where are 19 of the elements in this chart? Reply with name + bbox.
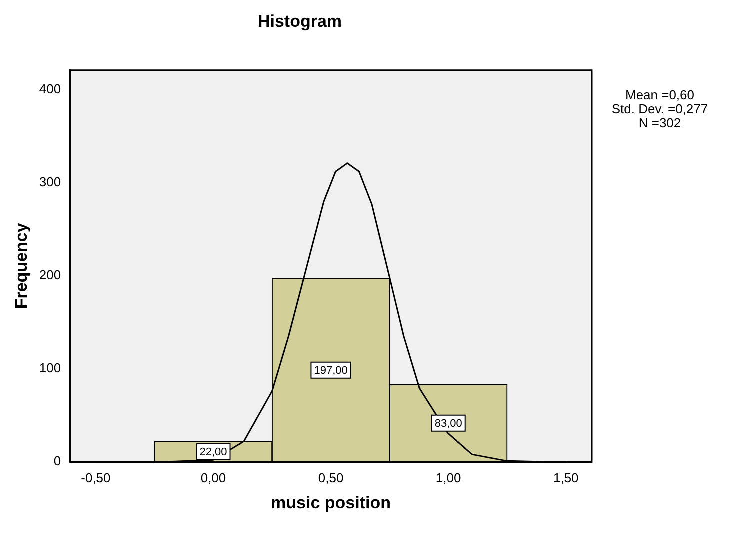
data-label: 197,00: [314, 364, 348, 377]
x-tick-label: 1,00: [436, 470, 462, 486]
x-tick-label: 1,50: [553, 470, 579, 486]
data-label: 22,00: [200, 446, 228, 458]
y-tick-label: 100: [39, 360, 62, 376]
text: Mean =0,60: [625, 88, 695, 103]
text: Std. Dev. =0,277: [612, 102, 708, 117]
y-axis-title: Frequency: [12, 222, 31, 310]
y-tick-label: 0: [54, 454, 62, 469]
x-tick-label: -0,50: [81, 470, 111, 486]
x-tick-label: 0,00: [200, 470, 226, 486]
y-tick-label: 400: [39, 82, 62, 97]
text: N =302: [638, 116, 682, 131]
x-tick-label: 0,50: [318, 470, 344, 486]
data-label: 83,00: [434, 418, 462, 430]
y-tick-label: 200: [39, 268, 62, 283]
chart-title: Histogram: [258, 12, 342, 31]
y-tick-label: 300: [39, 174, 62, 190]
x-axis-title: music position: [271, 493, 392, 512]
